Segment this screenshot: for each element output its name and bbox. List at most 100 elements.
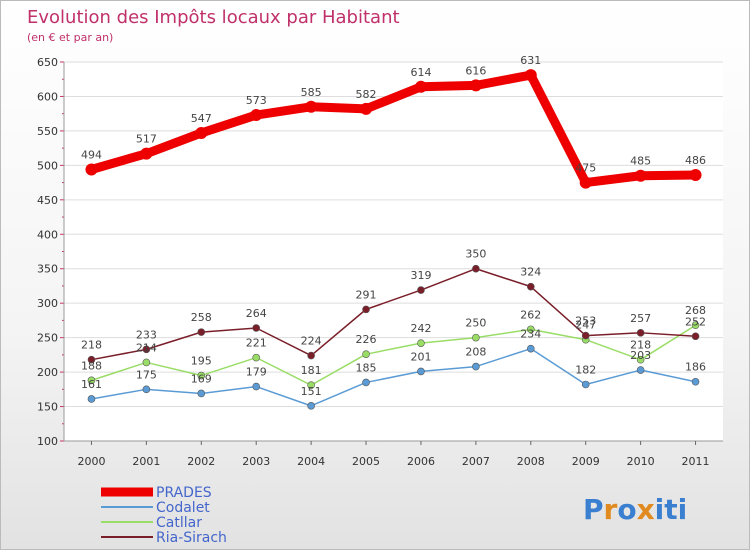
y-tick-label: 550 [37, 125, 58, 138]
y-tick-label: 450 [37, 194, 58, 207]
y-tick-label: 250 [37, 332, 58, 345]
data-label-ria-sirach: 258 [191, 311, 212, 324]
data-label-prades: 485 [630, 155, 651, 168]
data-point-codalet [362, 378, 370, 387]
data-label-ria-sirach: 324 [520, 266, 541, 279]
data-point-codalet [691, 377, 700, 386]
data-label-ria-sirach: 319 [410, 269, 431, 282]
x-tick-label: 2000 [77, 455, 105, 468]
data-point-catllar [362, 350, 370, 358]
data-label-catllar: 195 [191, 355, 212, 368]
y-tick-label: 200 [37, 366, 58, 379]
data-point-prades [579, 176, 592, 189]
data-label-catllar: 268 [685, 304, 706, 317]
data-label-codalet: 186 [685, 361, 706, 374]
data-point-ria-sirach [472, 264, 480, 273]
data-label-codalet: 201 [410, 350, 431, 363]
data-label-codalet: 182 [575, 363, 596, 376]
data-point-prades [305, 100, 318, 113]
data-label-prades: 582 [356, 88, 377, 101]
x-tick-label: 2010 [627, 455, 655, 468]
data-label-catllar: 181 [301, 364, 322, 377]
data-label-ria-sirach: 350 [465, 248, 486, 261]
data-point-prades [689, 169, 702, 182]
data-point-ria-sirach [87, 355, 96, 364]
series-line-codalet [91, 347, 696, 407]
data-point-prades [85, 163, 98, 176]
data-point-catllar [472, 333, 480, 342]
data-point-catllar [636, 355, 645, 364]
data-point-prades [469, 79, 482, 92]
x-tick-label: 2001 [132, 455, 160, 468]
data-point-ria-sirach [252, 324, 261, 332]
data-label-prades: 631 [520, 54, 541, 67]
y-tick-label: 650 [37, 56, 58, 69]
y-tick-label: 350 [37, 263, 58, 276]
data-point-catllar [197, 371, 206, 380]
data-point-ria-sirach [417, 286, 425, 294]
data-point-codalet [197, 389, 206, 398]
data-point-codalet [307, 402, 315, 410]
data-label-codalet: 179 [246, 366, 267, 379]
data-point-prades [360, 102, 373, 115]
series-line-catllar [91, 324, 696, 386]
y-tick-label: 600 [37, 90, 58, 103]
proxiti-logo: Proxiti [583, 493, 687, 526]
data-label-prades: 494 [81, 148, 102, 161]
x-tick-label: 2004 [297, 455, 325, 468]
legend-label-codalet: Codalet [156, 500, 210, 516]
data-point-prades [414, 80, 427, 93]
data-point-catllar [526, 325, 535, 334]
data-point-catllar [142, 358, 151, 367]
data-label-catllar: 214 [136, 341, 157, 354]
data-label-codalet: 203 [630, 349, 651, 362]
data-label-codalet: 208 [465, 346, 486, 359]
data-label-catllar: 242 [410, 322, 431, 335]
data-point-ria-sirach [142, 345, 151, 354]
data-label-codalet: 185 [356, 361, 377, 374]
data-label-ria-sirach: 253 [575, 315, 596, 328]
data-label-catllar: 226 [356, 333, 377, 346]
y-tick-label: 100 [37, 435, 58, 448]
data-label-codalet: 169 [191, 372, 212, 385]
data-label-prades: 517 [136, 133, 157, 146]
data-point-ria-sirach [691, 332, 700, 341]
y-tick-label: 150 [37, 401, 58, 414]
x-tick-label: 2007 [462, 455, 490, 468]
data-point-codalet [417, 367, 425, 376]
data-label-catllar: 250 [465, 317, 486, 330]
data-label-catllar: 188 [81, 359, 102, 372]
data-point-ria-sirach [197, 328, 206, 336]
data-label-ria-sirach: 233 [136, 328, 157, 341]
data-point-prades [524, 69, 537, 82]
data-point-prades [195, 126, 208, 139]
data-point-catllar [87, 376, 96, 385]
data-label-codalet: 175 [136, 368, 157, 381]
x-tick-label: 2011 [682, 455, 710, 468]
data-label-codalet: 151 [301, 385, 322, 398]
data-label-prades: 573 [246, 94, 267, 107]
chart-title: Evolution des Impôts locaux par Habitant [27, 7, 400, 28]
data-point-codalet [87, 395, 96, 403]
data-point-prades [634, 169, 647, 182]
data-label-prades: 547 [191, 112, 212, 125]
y-tick-label: 500 [37, 159, 58, 172]
data-point-codalet [252, 382, 261, 391]
data-label-prades: 614 [410, 66, 431, 79]
data-point-ria-sirach [526, 282, 535, 291]
data-label-catllar: 247 [575, 319, 596, 332]
data-point-ria-sirach [307, 351, 315, 360]
data-point-prades [250, 109, 263, 122]
data-point-codalet [526, 344, 535, 353]
data-point-ria-sirach [636, 329, 645, 337]
data-point-catllar [417, 339, 425, 347]
series-line-prades [90, 70, 696, 188]
data-point-codalet [142, 385, 151, 394]
x-tick-label: 2008 [517, 455, 545, 468]
data-label-ria-sirach: 224 [301, 335, 322, 348]
chart-subtitle: (en € et par an) [27, 31, 113, 44]
data-label-catllar: 218 [630, 339, 651, 352]
y-tick-label: 300 [37, 297, 58, 310]
data-point-ria-sirach [581, 331, 590, 340]
